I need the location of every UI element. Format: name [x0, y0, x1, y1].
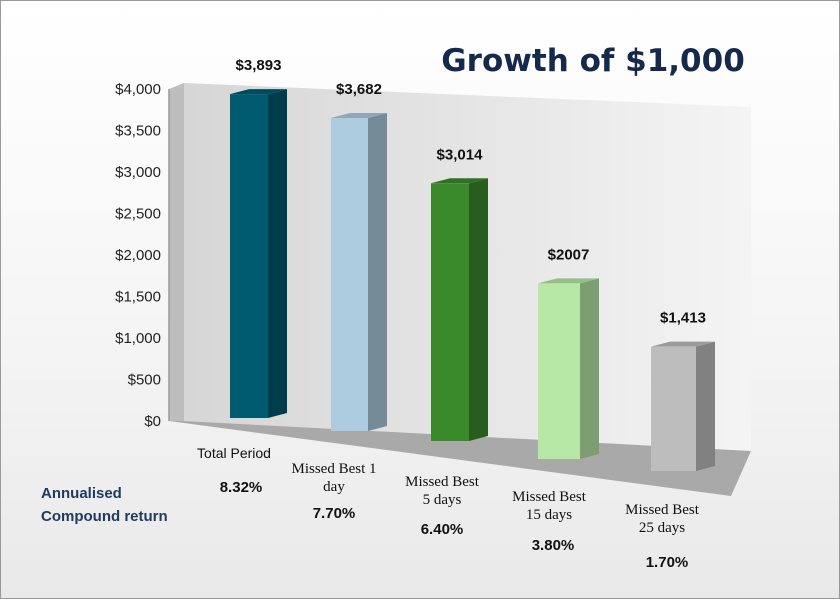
chart-title: Growth of $1,000	[441, 43, 745, 79]
bar-front	[431, 183, 469, 442]
bar	[651, 341, 715, 471]
bar-value-label: $1,413	[660, 310, 706, 327]
bar-front	[651, 346, 696, 471]
y-tick-label: $3,500	[115, 123, 161, 140]
category-label: 15 days	[526, 507, 572, 523]
bar-side	[469, 178, 488, 442]
annualised-return-label: 7.70%	[313, 505, 356, 522]
side-wall	[169, 83, 184, 421]
return-label-line-1: Annualised	[41, 485, 122, 502]
y-tick-label: $2,500	[115, 206, 161, 223]
category-label: Missed Best	[405, 474, 480, 490]
annualised-return-label: 3.80%	[532, 537, 575, 554]
y-tick-label: $0	[144, 413, 161, 430]
category-label: Missed Best	[625, 502, 700, 518]
bar-value-label: $3,893	[236, 57, 282, 74]
bar-side	[696, 341, 715, 471]
category-label: 25 days	[639, 520, 685, 536]
bar-front	[331, 118, 368, 431]
bar-side	[268, 89, 287, 418]
annualised-return-label: 1.70%	[646, 554, 689, 571]
bar-front	[538, 283, 580, 459]
y-tick-label: $3,000	[115, 164, 161, 181]
category-label: 5 days	[423, 492, 462, 508]
y-tick-label: $500	[128, 372, 161, 389]
bar-value-label: $3,014	[437, 146, 484, 163]
y-tick-label: $1,500	[115, 289, 161, 306]
bar	[331, 113, 387, 431]
category-label: Missed Best	[512, 489, 587, 505]
bar-top	[538, 278, 599, 284]
bars	[230, 89, 715, 471]
bar	[230, 89, 287, 418]
bar-top	[651, 341, 715, 347]
annualised-return-label: 6.40%	[421, 521, 464, 538]
chart-floor	[169, 421, 751, 496]
category-label: Total Period	[197, 445, 271, 461]
bar-side	[580, 278, 599, 459]
bar-top	[431, 178, 488, 184]
y-tick-label: $2,000	[115, 247, 161, 264]
y-tick-label: $4,000	[115, 81, 161, 98]
bar-top	[230, 89, 287, 95]
bar-front	[230, 94, 268, 418]
category-label: Missed Best 1	[291, 461, 376, 477]
y-axis: $0 $500 $1,000 $1,500 $2,000 $2,500 $3,000 $3,5…	[115, 81, 161, 430]
bar	[431, 178, 488, 442]
bar-top	[331, 113, 387, 119]
bar-value-label: $3,682	[336, 81, 382, 98]
category-label: day	[323, 479, 345, 495]
bar-value-label: $2007	[548, 246, 590, 263]
return-label-line-2: Compound return	[41, 508, 168, 525]
bar-side	[368, 113, 387, 431]
y-tick-label: $1,000	[115, 330, 161, 347]
annualised-return-label: 8.32%	[220, 479, 263, 496]
labels: $3,893 Total Period 8.32% $3,682 Missed Best…	[197, 57, 706, 571]
bar	[538, 278, 599, 459]
